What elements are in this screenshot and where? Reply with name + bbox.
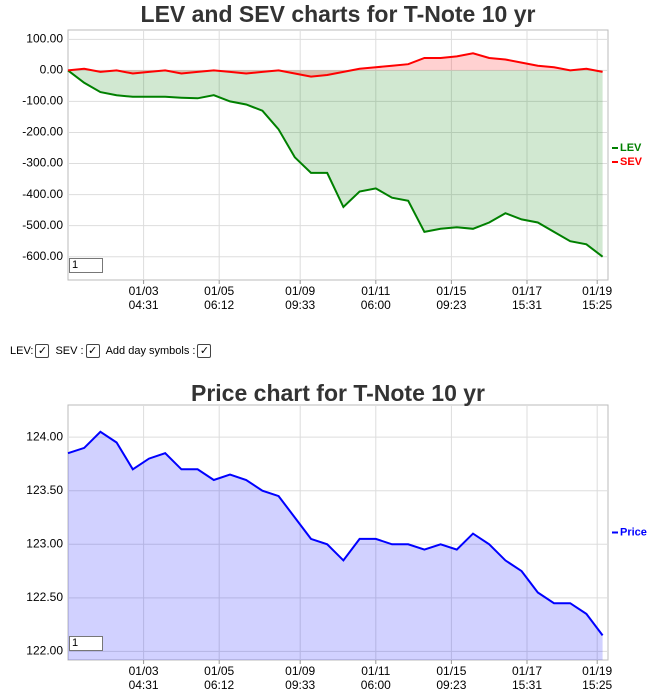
y-tick-label: -300.00 xyxy=(22,156,63,170)
x-tick-label: 01/15 09:23 xyxy=(436,284,467,312)
y-tick-label: 122.50 xyxy=(26,590,63,604)
checkbox[interactable]: ✓ xyxy=(85,344,100,358)
y-tick-label: -400.00 xyxy=(22,187,63,201)
legend-label: LEV xyxy=(620,142,642,154)
chart-title: LEV and SEV charts for T-Note 10 yr xyxy=(141,1,536,27)
zoom-box[interactable]: 1 xyxy=(69,258,103,273)
x-tick-label: 01/15 09:23 xyxy=(436,664,467,692)
x-tick-label: 01/09 09:33 xyxy=(285,664,316,692)
y-tick-label: 0.00 xyxy=(40,63,64,77)
y-tick-label: 123.00 xyxy=(26,536,63,550)
y-tick-label: 123.50 xyxy=(26,483,63,497)
line xyxy=(67,52,603,78)
y-tick-label: -500.00 xyxy=(22,218,63,232)
y-tick-label: -600.00 xyxy=(22,249,63,263)
y-tick-label: 122.00 xyxy=(26,644,63,658)
plot-area xyxy=(67,404,609,661)
x-tick-label: 01/17 15:31 xyxy=(511,284,543,312)
checkbox[interactable]: ✓ xyxy=(35,344,50,358)
y-tick-label: -100.00 xyxy=(22,94,63,108)
label: SEV : xyxy=(55,345,84,357)
legend-label: SEV xyxy=(620,156,643,168)
label: Add day symbols : xyxy=(105,345,196,357)
x-tick-label: 01/11 06:00 xyxy=(360,284,391,312)
x-tick-label: 01/09 09:33 xyxy=(285,284,316,312)
x-tick-label: 01/11 06:00 xyxy=(360,664,391,692)
area xyxy=(68,431,603,660)
x-tick-label: 01/19 15:25 xyxy=(582,284,613,312)
area xyxy=(68,70,603,257)
checkbox[interactable]: ✓ xyxy=(197,344,212,358)
zoom-box[interactable]: 1 xyxy=(69,636,103,651)
line xyxy=(67,430,604,637)
x-tick-label: 01/03 04:31 xyxy=(128,664,159,692)
x-tick-label: 01/05 06:12 xyxy=(204,664,235,692)
y-tick-label: 100.00 xyxy=(26,31,63,45)
controls: LEV: ✓ SEV : ✓ Add day symbols : ✓ xyxy=(10,344,215,358)
y-tick-label: -200.00 xyxy=(22,125,63,139)
x-tick-label: 01/05 06:12 xyxy=(204,284,235,312)
x-tick-label: 01/19 15:25 xyxy=(582,664,613,692)
x-tick-label: 01/17 15:31 xyxy=(511,664,543,692)
label: LEV: xyxy=(10,345,34,357)
y-tick-label: 124.00 xyxy=(26,429,63,443)
chart-title: Price chart for T-Note 10 yr xyxy=(191,380,485,406)
line xyxy=(67,69,604,258)
legend-label: Price xyxy=(620,526,647,538)
x-tick-label: 01/03 04:31 xyxy=(128,284,159,312)
